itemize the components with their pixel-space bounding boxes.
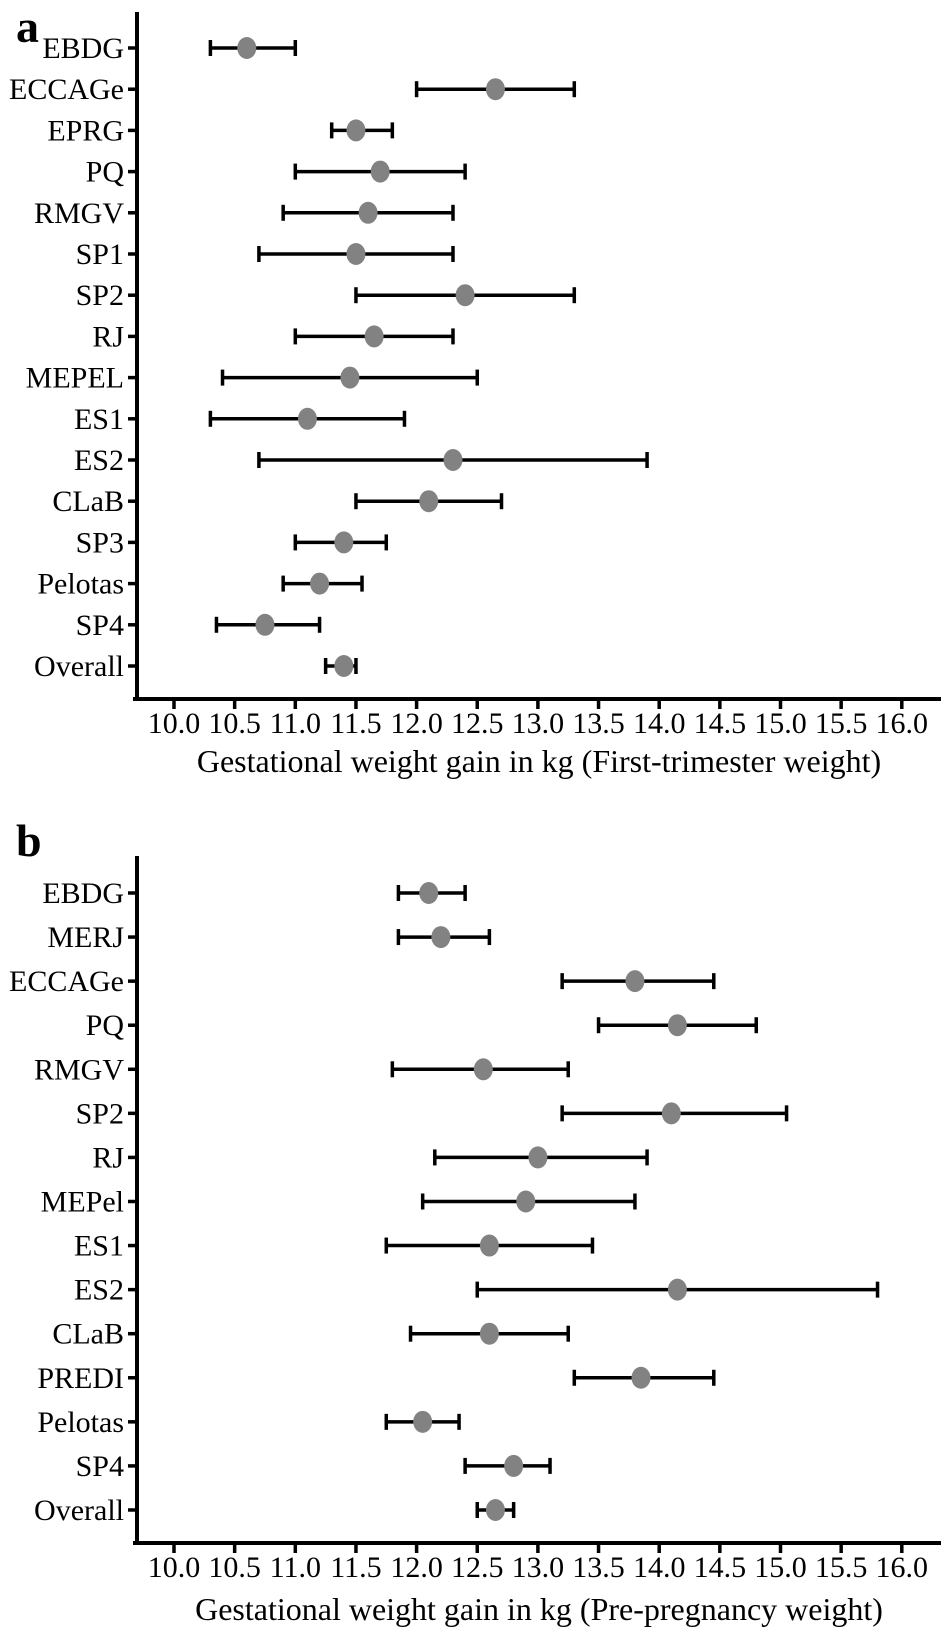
x-tick-label: 14.0 [633, 707, 686, 740]
point-marker [340, 366, 360, 389]
category-label: SP4 [76, 1450, 124, 1483]
category-label: EBDG [42, 877, 124, 910]
point-marker [473, 1058, 493, 1081]
x-tick-label: 13.5 [572, 1551, 625, 1584]
x-tick-label: 15.0 [754, 1551, 807, 1584]
point-marker [455, 284, 475, 307]
category-label: SP2 [76, 279, 124, 312]
category-label: ES2 [74, 444, 124, 477]
category-label: SP3 [76, 526, 124, 559]
category-label: PQ [86, 1009, 125, 1042]
point-marker [528, 1146, 548, 1169]
category-label: SP4 [76, 609, 124, 642]
panel-a-letter: a [16, 1, 39, 52]
x-tick-label: 15.5 [815, 707, 868, 740]
x-tick-label: 11.0 [270, 707, 321, 740]
category-label: SP1 [76, 238, 124, 271]
x-tick-label: 10.0 [148, 1551, 201, 1584]
category-label: PREDI [37, 1362, 124, 1395]
point-marker [667, 1278, 687, 1301]
point-marker [364, 325, 384, 348]
x-tick-label: 14.5 [694, 1551, 747, 1584]
x-tick-label: 13.0 [512, 1551, 565, 1584]
category-label: ECCAGe [9, 965, 124, 998]
x-tick-label: 12.5 [451, 1551, 504, 1584]
x-tick-label: 11.5 [330, 707, 381, 740]
x-tick-label: 10.5 [208, 1551, 261, 1584]
category-label: Overall [34, 1494, 124, 1527]
point-marker [431, 926, 451, 949]
panel-b-chart: 10.0 10.5 11.0 11.5 12.0 12.5 13.0 13.5 14.0 14.5… [9, 856, 941, 1584]
x-tick-label: 10.5 [208, 707, 261, 740]
x-tick-label: 12.5 [451, 707, 504, 740]
category-label: Pelotas [37, 1406, 124, 1439]
x-tick-label: 12.0 [390, 707, 443, 740]
x-tick-label: 11.5 [330, 1551, 381, 1584]
category-label: RMGV [34, 1053, 124, 1086]
point-marker [310, 572, 330, 595]
point-marker [334, 531, 354, 554]
category-label: RJ [92, 320, 124, 353]
category-label: Overall [34, 650, 124, 683]
category-label: ES2 [74, 1274, 124, 1307]
point-marker [297, 407, 317, 430]
panel-b-x-axis-title: Gestational weight gain in kg (Pre-pregn… [195, 1591, 883, 1627]
x-tick-label: 16.0 [876, 707, 929, 740]
point-marker [667, 1014, 687, 1037]
category-label: Pelotas [37, 568, 124, 601]
point-marker [413, 1410, 433, 1433]
point-marker [661, 1102, 681, 1125]
point-marker [255, 613, 275, 636]
x-tick-label: 15.5 [815, 1551, 868, 1584]
point-marker [625, 970, 645, 993]
point-marker [485, 78, 505, 101]
x-tick-label: 14.5 [694, 707, 747, 740]
category-label: CLaB [52, 485, 124, 518]
x-tick-label: 14.0 [633, 1551, 686, 1584]
point-marker [504, 1454, 524, 1477]
point-marker [485, 1498, 505, 1521]
category-label: MERJ [47, 921, 124, 954]
x-tick-label: 16.0 [876, 1551, 929, 1584]
category-label: SP2 [76, 1097, 124, 1130]
point-marker [419, 490, 439, 513]
point-marker [346, 119, 366, 142]
category-label: ECCAGe [9, 73, 124, 106]
category-label: MEPel [41, 1185, 124, 1218]
panel-a-chart: 10.0 10.5 11.0 11.5 12.0 12.5 13.0 13.5 14.0 14.5… [9, 12, 941, 740]
x-tick-label: 10.0 [148, 707, 201, 740]
point-marker [479, 1322, 499, 1345]
x-tick-label: 11.0 [270, 1551, 321, 1584]
x-tick-label: 15.0 [754, 707, 807, 740]
x-tick-label: 13.0 [512, 707, 565, 740]
category-label: MEPEL [26, 362, 124, 395]
point-marker [631, 1366, 651, 1389]
category-label: ES1 [74, 1230, 124, 1263]
point-marker [370, 160, 390, 183]
point-marker [516, 1190, 536, 1213]
point-marker [443, 449, 463, 471]
category-label: EBDG [42, 32, 124, 65]
panel-a-x-axis-title: Gestational weight gain in kg (First-tri… [196, 743, 882, 779]
point-marker [237, 37, 257, 59]
category-label: RJ [92, 1141, 124, 1174]
point-marker [358, 201, 378, 224]
point-marker [419, 882, 439, 904]
point-marker [479, 1234, 499, 1257]
category-label: ES1 [74, 403, 124, 436]
point-marker [346, 243, 366, 265]
category-label: EPRG [47, 114, 124, 147]
point-marker [334, 655, 354, 677]
category-label: RMGV [34, 197, 124, 230]
category-label: PQ [86, 156, 125, 189]
panel-b-letter: b [16, 815, 42, 866]
x-tick-label: 13.5 [572, 707, 625, 740]
x-tick-label: 12.0 [390, 1551, 443, 1584]
category-label: CLaB [52, 1318, 124, 1351]
